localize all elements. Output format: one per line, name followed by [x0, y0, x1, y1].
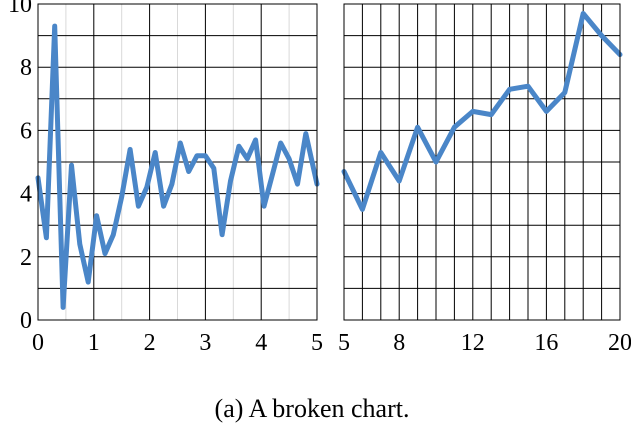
- left-y-tick-label: 10: [8, 0, 32, 18]
- left-series-line: [35, 23, 320, 310]
- right-plot-frame: [343, 3, 621, 321]
- left-frame: [37, 3, 318, 321]
- right-x-tick-label: 12: [461, 330, 485, 356]
- left-y-tick-label: 2: [20, 245, 32, 271]
- chart-left: 0 1 2 3 4 5 0 2 4 6 8 10: [8, 0, 323, 356]
- right-frame: [343, 3, 621, 321]
- right-x-tick-label: 8: [393, 330, 405, 356]
- left-y-tick-label: 6: [20, 118, 32, 144]
- right-series: [341, 11, 623, 212]
- left-series: [35, 23, 320, 310]
- right-tick-labels: 5 8 12 16 20: [338, 330, 631, 356]
- right-x-tick-label: 16: [534, 330, 558, 356]
- left-plot-frame: [37, 3, 318, 321]
- left-x-tick-label: 5: [311, 330, 323, 356]
- left-tick-labels: 0 1 2 3 4 5 0 2 4 6 8 10: [8, 0, 323, 356]
- right-series-line: [341, 11, 623, 212]
- right-x-tick-label: 20: [608, 330, 631, 356]
- left-x-tick-label: 4: [255, 330, 267, 356]
- left-y-tick-label: 4: [20, 182, 32, 208]
- left-x-tick-label: 2: [144, 330, 156, 356]
- figure-caption: (a) A broken chart.: [215, 394, 410, 423]
- left-y-tick-label: 8: [20, 55, 32, 81]
- left-x-tick-label: 1: [88, 330, 100, 356]
- left-x-tick-label: 0: [32, 330, 44, 356]
- left-x-tick-label: 3: [199, 330, 211, 356]
- left-y-tick-label: 0: [20, 308, 32, 334]
- chart-right: 5 8 12 16 20: [338, 3, 631, 356]
- right-x-tick-label: 5: [338, 330, 350, 356]
